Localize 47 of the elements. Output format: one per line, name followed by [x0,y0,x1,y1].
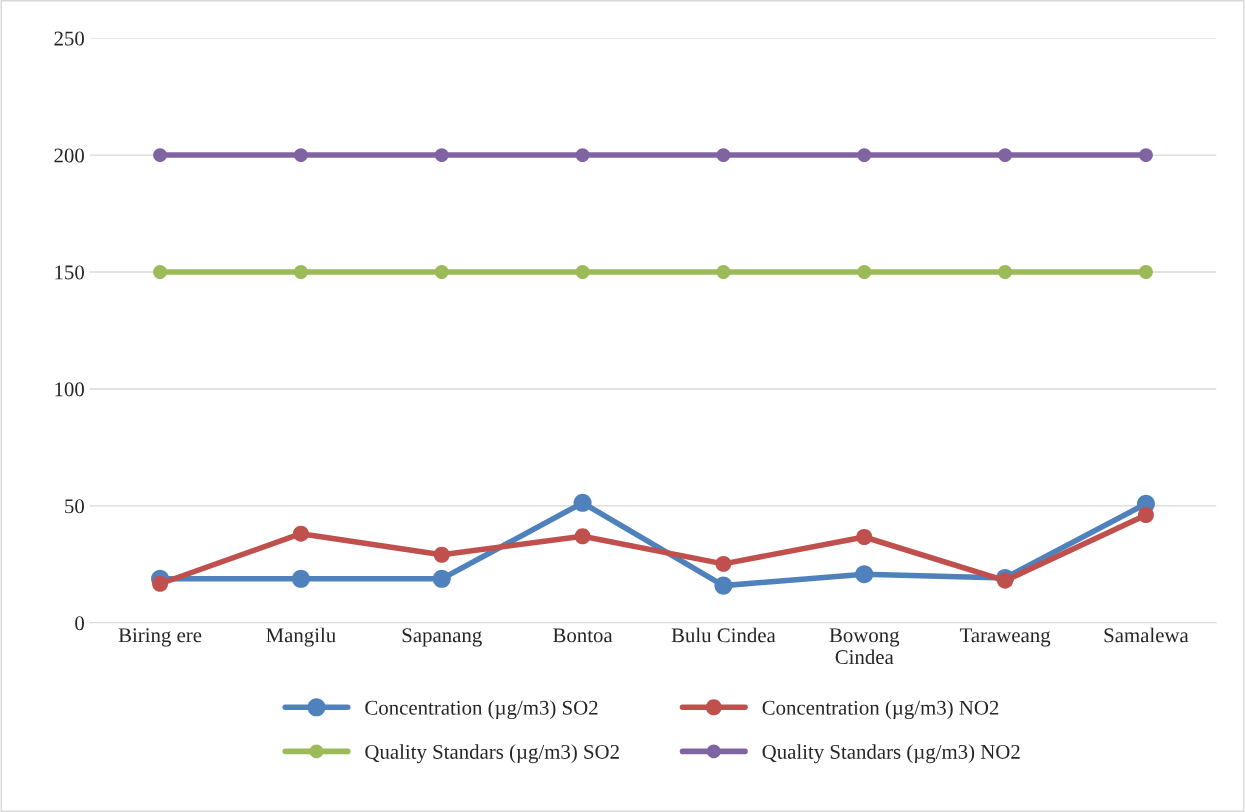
point [575,148,590,163]
legend-label: Quality Standars (µg/m3) NO2 [762,744,1020,764]
point [1139,148,1153,163]
point [152,575,169,592]
x-tick-label: Bowong Cindea [829,628,900,665]
point [1137,507,1154,523]
point [856,528,873,545]
legend-label: Concentration (µg/m3) NO2 [762,700,999,720]
point [574,528,591,545]
point [432,569,451,588]
x-tick-label: Sapanang [402,628,482,647]
x-tick-label: Mangilu [266,627,336,647]
point [857,265,872,279]
point [153,148,167,163]
point [855,565,874,584]
point [998,265,1013,279]
x-tick-label: Taraweang [959,628,1051,647]
legend-label: Quality Standars (µg/m3) SO2 [365,744,619,764]
point [1139,265,1153,279]
x-tick-label: Biring ere [118,628,202,647]
point [153,265,167,279]
point [291,569,310,588]
point [714,576,733,595]
point [998,148,1013,163]
y-tick-label: 50 [65,499,84,514]
y-tick-label: 250 [54,31,84,46]
y-tick-label: 100 [55,382,84,397]
x-tick-label: Bontoa [553,628,613,643]
point [434,148,449,163]
legend-label: Concentration (µg/m3) SO2 [365,700,598,720]
point [573,493,592,512]
point [293,148,308,163]
x-tick-label: Bulu Cindea [671,627,776,643]
point [292,525,309,542]
x-tick-label: Samalewa [1104,627,1189,643]
point [575,265,590,279]
y-tick-label: 0 [75,616,84,631]
point [293,265,308,279]
y-tick-label: 200 [54,148,84,163]
point [434,265,449,279]
point [857,148,872,163]
point [716,265,731,279]
point [716,148,731,163]
y-tick-label: 150 [55,265,84,280]
point [715,555,732,572]
point [997,572,1014,589]
point [433,546,450,563]
